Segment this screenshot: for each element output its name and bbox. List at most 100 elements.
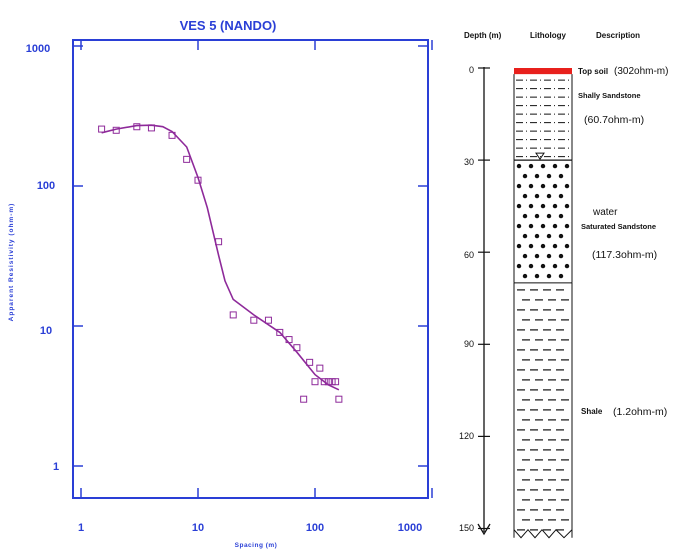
col-header-depth: Depth (m): [464, 31, 502, 40]
sandstone-dot: [558, 193, 564, 199]
chart-title: VES 5 (NANDO): [180, 18, 277, 33]
sandstone-dot: [528, 263, 534, 269]
layer-resistivity-topsoil: (302ohm-m): [614, 66, 668, 77]
data-point: [98, 125, 106, 133]
sandstone-dot: [522, 193, 528, 199]
sandstone-dot: [552, 163, 558, 169]
layer-label-saturated-sandstone: Saturated Sandstone: [581, 222, 656, 231]
sandstone-dot: [540, 203, 546, 209]
sandstone-dot: [522, 253, 528, 259]
depth-label-120: 120: [459, 431, 474, 441]
sandstone-dot: [540, 163, 546, 169]
sandstone-dot: [528, 183, 534, 189]
depth-axis-arrow: [477, 523, 491, 536]
sandstone-dot: [534, 213, 540, 219]
sandstone-dot: [534, 233, 540, 239]
data-point: [250, 316, 258, 324]
sandstone-dot: [516, 183, 522, 189]
x-tick-label-1000: 1000: [398, 522, 422, 534]
sandstone-dot: [546, 173, 552, 179]
y-axis-label: Apparent Resistivity (ohm-m): [8, 203, 15, 322]
sandstone-dot: [528, 223, 534, 229]
depth-label-90: 90: [464, 339, 474, 349]
data-point: [311, 378, 319, 386]
col-header-lithology: Lithology: [530, 31, 567, 40]
topsoil-layer: [514, 68, 572, 75]
sandstone-dot: [558, 233, 564, 239]
x-tick-label-1: 1: [78, 522, 84, 534]
data-point: [324, 378, 332, 386]
sandstone-dot: [516, 163, 522, 169]
data-point: [215, 238, 223, 246]
data-point: [168, 131, 176, 139]
layer-label-water: water: [592, 207, 618, 218]
sandstone-dot: [516, 243, 522, 249]
column-base-zigzag: [513, 528, 573, 539]
sandstone-dot: [564, 263, 570, 269]
data-point: [306, 358, 314, 366]
sandstone-dot: [564, 203, 570, 209]
sandstone-dot: [546, 253, 552, 259]
sandstone-dot: [522, 173, 528, 179]
sandstone-dot: [546, 213, 552, 219]
sandstone-dot: [552, 243, 558, 249]
data-point: [332, 378, 340, 386]
data-point: [194, 176, 202, 184]
sandstone-dot: [558, 173, 564, 179]
y-tick-label-10: 10: [40, 325, 52, 337]
sandstone-dot: [522, 233, 528, 239]
col-header-description: Description: [596, 31, 640, 40]
layer-resistivity-saturated-sandstone: (117.3ohm-m): [592, 249, 657, 261]
data-point: [112, 126, 120, 134]
sandstone-dot: [564, 183, 570, 189]
data-point: [300, 395, 308, 403]
sandstone-dot: [546, 233, 552, 239]
y-tick-label-100: 100: [37, 180, 55, 192]
sandstone-dot: [516, 203, 522, 209]
layer-label-shale: Shale: [581, 407, 603, 416]
sandstone-dot: [564, 163, 570, 169]
sandstone-dot: [522, 213, 528, 219]
sandstone-dot: [558, 253, 564, 259]
data-point: [183, 155, 191, 163]
sandstone-dot: [540, 183, 546, 189]
sandstone-dot: [540, 243, 546, 249]
layer-resistivity-shaly-sandstone: (60.7ohm-m): [584, 114, 644, 126]
sandstone-dot: [540, 223, 546, 229]
sandstone-dot: [552, 223, 558, 229]
depth-ticks: [478, 67, 490, 530]
sandstone-dot: [564, 223, 570, 229]
sandstone-dot: [546, 193, 552, 199]
sandstone-dot: [534, 273, 540, 279]
layer-label-shaly-sandstone: Shally Sandstone: [578, 91, 641, 100]
sandstone-dot: [546, 273, 552, 279]
sandstone-dot: [564, 243, 570, 249]
sandstone-dot: [516, 223, 522, 229]
x-tick-label-100: 100: [306, 522, 324, 534]
plot-frame: [72, 39, 429, 499]
water-table-symbol: [535, 152, 545, 161]
sandstone-dot: [522, 273, 528, 279]
lithology-column: [513, 68, 573, 539]
sandstone-dot: [528, 203, 534, 209]
sandstone-dot: [540, 263, 546, 269]
sandstone-dot: [516, 263, 522, 269]
data-point: [276, 328, 284, 336]
depth-label-150: 150: [459, 523, 474, 533]
sandstone-dot: [534, 173, 540, 179]
layer-resistivity-shale: (1.2ohm-m): [613, 406, 667, 418]
sandstone-dot: [558, 213, 564, 219]
y-tick-label-1000: 1000: [26, 43, 50, 55]
y-tick-label-1: 1: [53, 461, 59, 473]
depth-label-60: 60: [464, 250, 474, 260]
sandstone-dot: [552, 263, 558, 269]
lithology-log: Depth (m) Lithology Description 0 30 60 …: [459, 31, 668, 539]
data-point: [293, 344, 301, 352]
x-tick-label-10: 10: [192, 522, 204, 534]
data-point: [285, 336, 293, 344]
sandstone-dot: [552, 203, 558, 209]
axis-ticks: [73, 40, 433, 498]
model-curve: [101, 124, 340, 391]
depth-label-0: 0: [469, 65, 474, 75]
